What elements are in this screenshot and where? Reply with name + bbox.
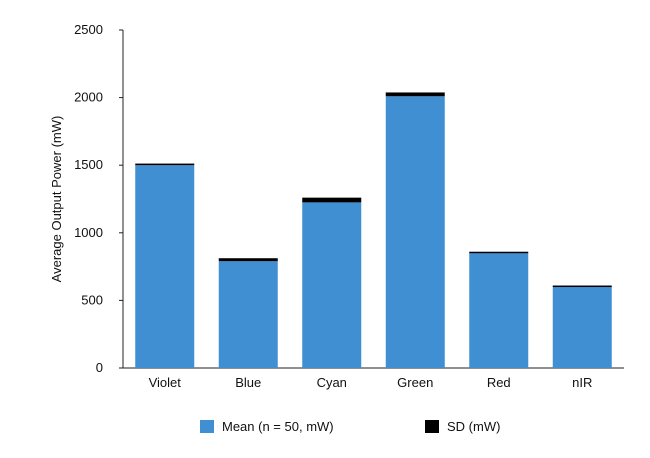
x-tick-label-violet: Violet	[149, 375, 182, 390]
x-tick-label-nir: nIR	[572, 375, 592, 390]
bar-mean-nir	[552, 286, 612, 368]
bar-sd-red	[469, 251, 529, 254]
bar-mean-blue	[218, 261, 278, 368]
bar-mean-violet	[135, 165, 195, 368]
x-tick-label-red: Red	[487, 375, 511, 390]
bar-mean-red	[469, 253, 529, 368]
bar-sd-green	[385, 92, 445, 97]
x-axis-ticks: Violet Blue Cyan Green Red nIR	[149, 375, 593, 390]
x-tick-label-green: Green	[397, 375, 433, 390]
y-tick-label-3: 1500	[74, 157, 103, 172]
bar-sd-cyan	[302, 197, 362, 203]
legend-swatch-mean	[200, 420, 214, 433]
bar-mean-green	[385, 96, 445, 369]
bars	[135, 92, 612, 369]
y-axis-ticks: 0 500 1000 1500 2000 2500	[74, 22, 123, 375]
y-tick-label-2: 1000	[74, 225, 103, 240]
legend-label-sd: SD (mW)	[447, 419, 500, 434]
y-tick-label-0: 0	[96, 360, 103, 375]
bar-sd-violet	[135, 163, 195, 166]
x-tick-label-blue: Blue	[235, 375, 261, 390]
x-tick-label-cyan: Cyan	[317, 375, 347, 390]
y-tick-label-5: 2500	[74, 22, 103, 37]
bar-sd-blue	[218, 258, 278, 262]
y-tick-label-4: 2000	[74, 90, 103, 105]
legend-swatch-sd	[425, 420, 439, 433]
bar-mean-cyan	[302, 202, 362, 368]
bar-sd-nir	[552, 285, 612, 288]
legend-label-mean: Mean (n = 50, mW)	[222, 419, 334, 434]
legend: Mean (n = 50, mW) SD (mW)	[200, 419, 500, 434]
y-axis-title: Average Output Power (mW)	[49, 116, 64, 283]
y-tick-label-1: 500	[81, 292, 103, 307]
